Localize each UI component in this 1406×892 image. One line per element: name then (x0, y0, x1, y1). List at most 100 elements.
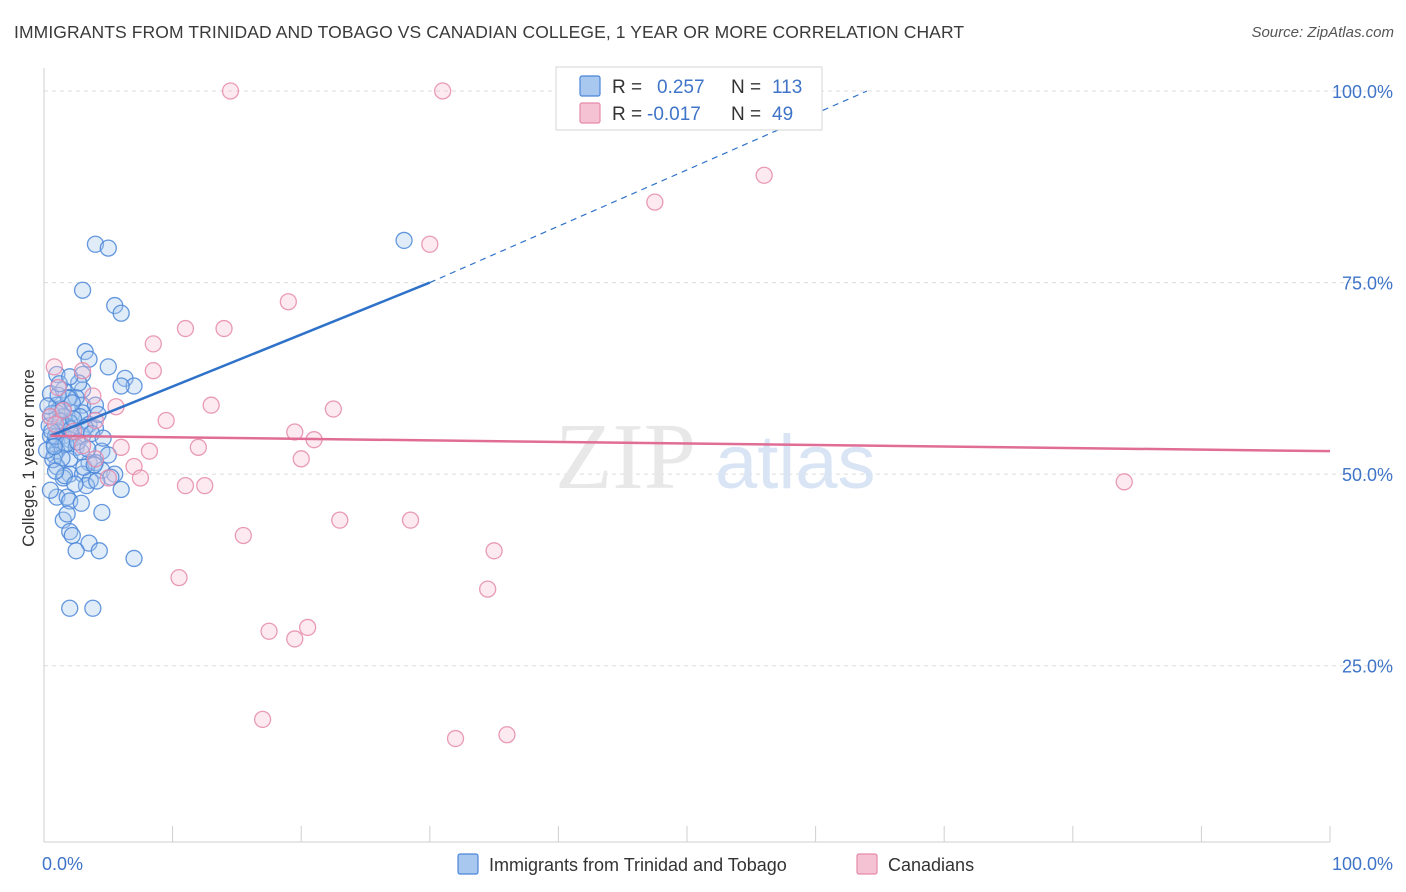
x-tick-label-max: 100.0% (1332, 854, 1393, 874)
pink-point-40 (298, 618, 317, 637)
pink-point-11 (45, 358, 63, 376)
blue-point-12 (125, 377, 143, 395)
grid-lines (44, 90, 1392, 667)
legend-blue-n-label: N = (731, 77, 761, 98)
pink-point-7 (176, 319, 195, 338)
x-tick-label-min: 0.0% (42, 854, 83, 874)
blue-point-70 (90, 542, 108, 560)
pink-trend-line (50, 434, 1331, 453)
pink-point-46 (84, 387, 102, 405)
legend-pink-r-label: R = (612, 104, 642, 125)
blue-point-102 (58, 505, 76, 523)
y-tick-label-3: 100.0% (1332, 82, 1393, 102)
pink-point-34 (401, 511, 420, 529)
blue-point-96 (46, 462, 65, 480)
pink-point-25 (86, 450, 105, 468)
legend-blue-r-value: 0.257 (657, 77, 705, 98)
blue-point-0 (86, 235, 105, 253)
series-legend-pink-label: Canadians (888, 855, 974, 875)
pink-point-23 (73, 437, 92, 455)
pink-point-42 (446, 729, 465, 748)
pink-point-30 (196, 477, 214, 495)
pink-point-5 (279, 293, 297, 311)
blue-point-72 (61, 599, 79, 617)
y-tick-label-2: 75.0% (1342, 274, 1393, 294)
pink-point-20 (112, 438, 130, 456)
pink-point-12 (157, 411, 175, 430)
blue-point-103 (41, 481, 60, 499)
axes (43, 68, 1331, 843)
pink-point-27 (99, 469, 117, 487)
legend-pink-n-label: N = (731, 104, 761, 125)
pink-point-8 (215, 319, 233, 338)
blue-point-71 (125, 549, 143, 568)
pink-point-38 (260, 622, 278, 640)
series-legend: Immigrants from Trinidad and Tobago Cana… (457, 853, 974, 875)
y-tick-labels: 25.0% 50.0% 75.0% 100.0% (1332, 82, 1393, 677)
pink-point-13 (202, 396, 220, 414)
data-points (37, 82, 1133, 748)
watermark: ZIP atlas (555, 405, 876, 509)
blue-point-2 (73, 281, 92, 299)
blue-point-67 (63, 526, 81, 545)
series-legend-blue-label: Immigrants from Trinidad and Tobago (489, 855, 787, 875)
blue-point-1 (99, 239, 117, 257)
source-credit: Source: ZipAtlas.com (1251, 24, 1394, 41)
pink-point-41 (253, 710, 272, 729)
blue-point-4 (112, 304, 130, 322)
blue-point-60 (112, 480, 130, 499)
pink-point-1 (434, 82, 452, 100)
pink-point-21 (140, 442, 159, 460)
pink-point-39 (286, 630, 304, 648)
watermark-zip: ZIP (555, 405, 696, 509)
series-legend-blue-swatch (457, 853, 479, 875)
pink-point-24 (292, 450, 310, 468)
pink-point-28 (131, 469, 150, 487)
y-tick-label-0: 25.0% (1342, 657, 1393, 677)
blue-point-64 (93, 503, 111, 522)
y-axis-label: College, 1 year or more (19, 369, 38, 547)
legend-pink-r-value: -0.017 (647, 104, 701, 125)
legend-pink-swatch (579, 102, 601, 124)
blue-trend-line (49, 281, 431, 438)
pink-point-6 (144, 335, 162, 353)
series-legend-pink-swatch (856, 853, 878, 875)
pink-point-31 (1115, 473, 1133, 491)
pink-point-43 (498, 726, 516, 744)
blue-point-73 (84, 599, 102, 617)
pink-point-35 (485, 542, 503, 560)
legend-pink-n-value: 49 (772, 104, 793, 125)
trend-lines (49, 90, 1331, 453)
correlation-legend: R = 0.257 N = 113 R = -0.017 N = 49 (555, 66, 823, 131)
pink-point-22 (189, 438, 207, 456)
pink-point-3 (646, 193, 664, 211)
pink-point-14 (324, 400, 343, 418)
legend-blue-n-value: 113 (772, 77, 802, 98)
legend-blue-r-label: R = (612, 77, 642, 98)
pink-point-36 (170, 568, 188, 587)
pink-point-2 (755, 166, 773, 184)
blue-point-81 (75, 458, 93, 476)
pink-point-4 (421, 235, 439, 253)
chart-title: IMMIGRANTS FROM TRINIDAD AND TOBAGO VS C… (14, 22, 965, 42)
y-tick-label-1: 50.0% (1342, 465, 1393, 485)
pink-point-33 (331, 511, 349, 529)
pink-point-37 (479, 580, 497, 598)
pink-point-29 (176, 477, 195, 495)
blue-point-47 (99, 446, 117, 464)
pink-point-32 (234, 526, 252, 545)
pink-point-10 (73, 362, 92, 380)
blue-point-10 (99, 358, 117, 376)
blue-point-100 (94, 429, 112, 447)
legend-blue-swatch (579, 75, 601, 97)
blue-point-9 (73, 365, 92, 384)
blue-point-13 (112, 377, 130, 395)
pink-point-44 (54, 401, 72, 420)
pink-point-48 (49, 378, 67, 397)
blue-point-104 (72, 494, 90, 512)
watermark-atlas: atlas (715, 420, 876, 505)
blue-point-108 (45, 437, 63, 456)
pink-point-17 (46, 415, 65, 433)
blue-point-95 (66, 475, 84, 493)
